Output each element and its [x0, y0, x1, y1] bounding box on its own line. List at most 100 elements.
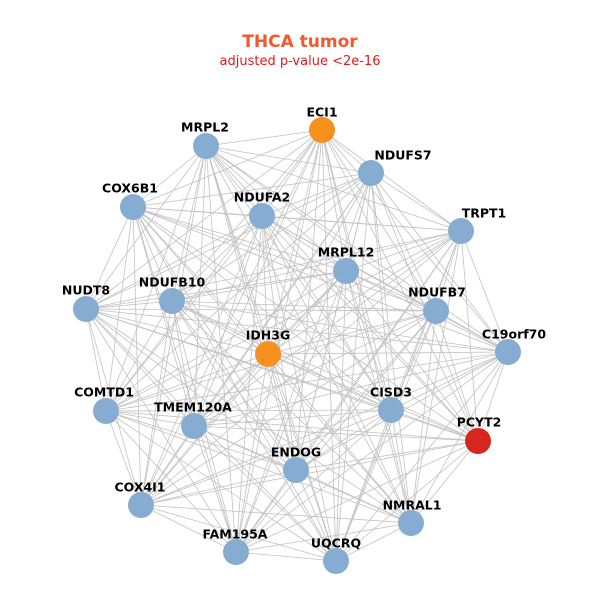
network-edge [410, 351, 509, 524]
network-edge [261, 215, 392, 411]
network-edge [390, 310, 437, 411]
node-label-PCYT2: PCYT2 [457, 415, 502, 430]
network-edge [345, 230, 462, 272]
network-edge [140, 504, 412, 524]
network-edge [132, 206, 392, 411]
network-edge [321, 129, 437, 312]
network-edge [193, 215, 263, 427]
network-edge [193, 353, 269, 427]
network-edge [477, 351, 509, 442]
network-edge [132, 129, 323, 208]
node-label-NDUFB7: NDUFB7 [408, 285, 466, 300]
node-label-COX6B1: COX6B1 [102, 181, 158, 196]
network-edge [235, 172, 372, 553]
network-edge [295, 469, 412, 524]
label-layer: ECI1 MRPL2 NDUFS7 COX6B1 NDUFA2 TRPT1 MRPL12 ND… [62, 105, 546, 551]
network-edge [85, 300, 173, 310]
network-edge [140, 215, 263, 506]
network-edge [85, 215, 263, 310]
network-edge [105, 230, 462, 412]
network-edge [321, 129, 509, 353]
node-NMRAL1 [398, 510, 424, 536]
network-edge [295, 409, 392, 471]
node-NDUFA2 [249, 203, 275, 229]
network-edge [460, 230, 479, 442]
node-COMTD1 [93, 398, 119, 424]
network-edge [132, 206, 173, 302]
network-edge [261, 215, 337, 562]
network-edge [140, 300, 173, 506]
network-edge [85, 308, 412, 524]
network-edge [267, 353, 412, 524]
network-edge [193, 425, 337, 562]
network-edge [85, 308, 337, 562]
node-label-NUDT8: NUDT8 [62, 283, 110, 298]
network-edge [261, 215, 297, 471]
network-edge [205, 145, 297, 471]
network-edge [132, 206, 337, 562]
node-MRPL12 [333, 258, 359, 284]
network-edge [85, 230, 462, 310]
network-edge [132, 206, 437, 312]
network-edge [390, 351, 509, 411]
node-label-NDUFA2: NDUFA2 [234, 190, 290, 205]
network-edge [295, 440, 479, 471]
network-edge [261, 215, 479, 442]
network-edge [171, 300, 297, 471]
network-edge [267, 353, 297, 471]
network-edge [370, 172, 437, 312]
node-NDUFB7 [423, 298, 449, 324]
network-edge [171, 172, 372, 302]
network-edge [235, 310, 437, 553]
network-edge [171, 300, 392, 411]
network-edge [235, 522, 412, 553]
node-label-IDH3G: IDH3G [246, 328, 290, 343]
node-layer [73, 117, 521, 574]
network-edge [410, 440, 479, 524]
network-edge [435, 310, 509, 353]
network-edge [321, 129, 462, 232]
network-edge [235, 351, 509, 553]
network-edge [345, 270, 412, 524]
network-edge [193, 425, 237, 553]
node-label-NDUFS7: NDUFS7 [374, 148, 431, 163]
node-COX4I1 [128, 492, 154, 518]
network-edge [132, 206, 237, 553]
network-edge [460, 230, 509, 353]
network-edge [85, 308, 297, 471]
network-edge [261, 215, 462, 232]
plot-title: THCA tumor [242, 32, 358, 52]
network-edge [390, 409, 412, 524]
network-edge [140, 310, 437, 506]
network-edge [85, 206, 134, 310]
network-edge [140, 145, 207, 506]
network-edge [140, 425, 195, 506]
network-edge [321, 129, 412, 524]
network-edge [235, 215, 263, 553]
network-edge [261, 129, 323, 217]
node-label-MRPL2: MRPL2 [181, 120, 229, 135]
network-edge [267, 351, 509, 355]
network-edge [267, 353, 337, 562]
network-edge [235, 353, 269, 553]
network-edge [205, 145, 372, 174]
node-MRPL2 [193, 133, 219, 159]
network-edge [132, 206, 297, 471]
node-label-C19orf70: C19orf70 [482, 327, 546, 342]
network-edge [335, 172, 372, 562]
edge-layer [85, 129, 509, 562]
network-edge [370, 172, 392, 411]
node-label-UQCRQ: UQCRQ [311, 536, 361, 551]
network-edge [140, 469, 297, 506]
network-edge [193, 310, 437, 427]
network-edge [321, 129, 337, 562]
network-edge [85, 308, 509, 353]
node-TMEM120A [181, 413, 207, 439]
network-edge [261, 215, 509, 353]
network-edge [171, 215, 263, 302]
node-label-NDUFB10: NDUFB10 [139, 275, 206, 290]
network-edge [132, 206, 347, 272]
network-edge [295, 469, 337, 562]
network-edge [171, 300, 195, 427]
node-NDUFB10 [159, 288, 185, 314]
